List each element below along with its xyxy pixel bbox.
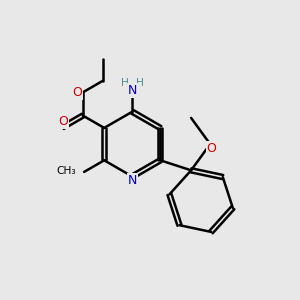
Text: CH₃: CH₃ [56, 166, 76, 176]
Text: O: O [58, 115, 68, 128]
Text: O: O [207, 142, 217, 155]
Text: H: H [136, 78, 144, 88]
Text: N: N [128, 174, 137, 188]
Text: N: N [128, 84, 137, 97]
Text: O: O [72, 86, 82, 99]
Text: H: H [121, 78, 129, 88]
